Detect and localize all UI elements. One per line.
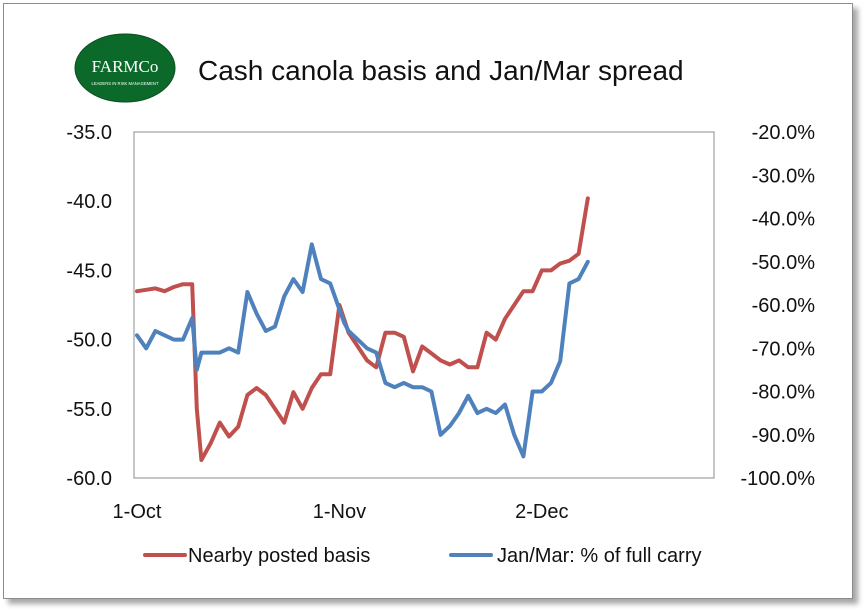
right-tick-label: -40.0% bbox=[752, 209, 816, 231]
left-axis-ticks: -35.0 -40.0 -45.0 -50.0 -55.0 -60.0 bbox=[66, 122, 112, 490]
chart-title: Cash canola basis and Jan/Mar spread bbox=[198, 55, 684, 86]
series-lines bbox=[135, 196, 590, 462]
left-tick-label: -45.0 bbox=[66, 260, 112, 282]
series-line-carry bbox=[135, 242, 590, 459]
x-tick-label: 1-Oct bbox=[113, 501, 162, 523]
left-tick-label: -40.0 bbox=[66, 191, 112, 213]
right-tick-label: -20.0% bbox=[752, 122, 816, 144]
left-tick-label: -50.0 bbox=[66, 330, 112, 352]
left-tick-label: -60.0 bbox=[66, 468, 112, 490]
right-tick-label: -70.0% bbox=[752, 338, 816, 360]
x-axis-ticks: 1-Oct 1-Nov 2-Dec bbox=[113, 501, 569, 523]
series-line-basis bbox=[135, 196, 590, 462]
x-tick-label: 1-Nov bbox=[313, 501, 366, 523]
right-tick-label: -90.0% bbox=[752, 425, 816, 447]
logo-oval bbox=[74, 33, 176, 103]
logo-tagline: LEADERS IN RISK MANAGEMENT bbox=[91, 81, 158, 86]
x-tick-label: 2-Dec bbox=[515, 501, 568, 523]
logo-name: FARMCo bbox=[92, 57, 159, 76]
left-tick-label: -35.0 bbox=[66, 122, 112, 144]
right-tick-label: -60.0% bbox=[752, 295, 816, 317]
farmco-logo-mark: FARMCo LEADERS IN RISK MANAGEMENT bbox=[74, 33, 176, 103]
right-axis-ticks: -20.0% -30.0% -40.0% -50.0% -60.0% -70.0% -80.… bbox=[741, 122, 816, 490]
right-tick-label: -80.0% bbox=[752, 382, 816, 404]
right-tick-label: -100.0% bbox=[741, 468, 816, 490]
right-tick-label: -30.0% bbox=[752, 165, 816, 187]
legend-label: Jan/Mar: % of full carry bbox=[497, 545, 702, 567]
farmco-logo: FARMCo LEADERS IN RISK MANAGEMENT bbox=[72, 32, 178, 104]
right-tick-label: -50.0% bbox=[752, 252, 816, 274]
legend: Nearby posted basis Jan/Mar: % of full ca… bbox=[143, 545, 702, 567]
legend-label: Nearby posted basis bbox=[188, 545, 370, 567]
plot-area bbox=[133, 131, 715, 479]
left-tick-label: -55.0 bbox=[66, 399, 112, 421]
